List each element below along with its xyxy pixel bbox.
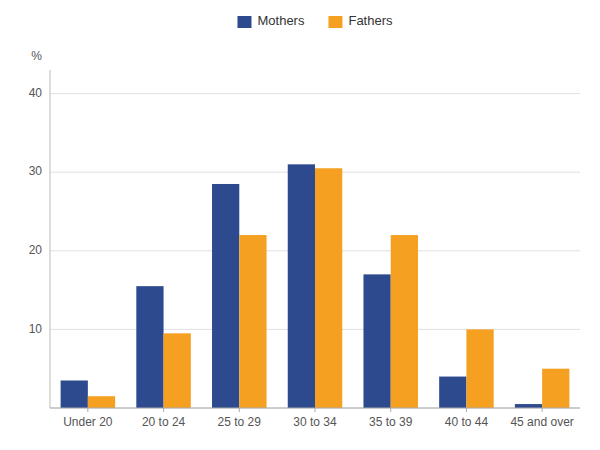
y-axis-line xyxy=(50,70,51,408)
bar xyxy=(315,168,342,408)
bar xyxy=(363,274,390,408)
x-tick-label: Under 20 xyxy=(63,415,113,429)
bar xyxy=(542,369,569,408)
chart-svg: 10 20 30 40% Under 20 20 to 24 25 to 29 30 to 3… xyxy=(0,0,600,450)
chart-container: 10 20 30 40% Under 20 20 to 24 25 to 29 30 to 3… xyxy=(0,0,600,450)
bar xyxy=(164,333,191,408)
bar xyxy=(61,380,88,408)
y-tick-labels: 10 20 30 40 xyxy=(29,86,43,336)
grid-line xyxy=(50,93,580,94)
y-tick-label: 10 xyxy=(29,322,43,336)
x-tick xyxy=(87,408,88,412)
x-tick-label: 40 to 44 xyxy=(445,415,489,429)
grid xyxy=(50,94,580,408)
x-tick-label: 45 and over xyxy=(510,415,573,429)
x-tick xyxy=(466,408,467,412)
x-tick xyxy=(163,408,164,412)
y-tick-label: 40 xyxy=(29,86,43,100)
x-tick xyxy=(390,408,391,412)
x-tick-label: 25 to 29 xyxy=(218,415,262,429)
x-tick xyxy=(315,408,316,412)
legend-item: Mothers xyxy=(237,13,304,28)
x-tick xyxy=(542,408,543,412)
bar-series xyxy=(88,168,570,408)
x-tick-label: 35 to 39 xyxy=(369,415,413,429)
x-ticks: Under 20 20 to 24 25 to 29 30 to 34 35 to 39… xyxy=(63,408,574,429)
x-tick-label: 30 to 34 xyxy=(293,415,337,429)
bars xyxy=(61,164,570,408)
legend-label: Mothers xyxy=(257,13,304,28)
bar xyxy=(466,329,493,408)
x-tick xyxy=(239,408,240,412)
bar xyxy=(391,235,418,408)
bar xyxy=(515,404,542,408)
legend-item: Fathers xyxy=(328,13,393,28)
y-tick-label: 30 xyxy=(29,164,43,178)
legend-swatch xyxy=(328,16,342,28)
bar xyxy=(439,377,466,408)
bar xyxy=(212,184,239,408)
bar xyxy=(88,396,115,408)
legend-label: Fathers xyxy=(348,13,393,28)
bar xyxy=(239,235,266,408)
legend: Mothers Fathers xyxy=(237,13,393,28)
bar-series xyxy=(61,164,543,408)
legend-swatch xyxy=(237,16,251,28)
bar xyxy=(288,164,315,408)
y-tick-label: 20 xyxy=(29,243,43,257)
bar xyxy=(136,286,163,408)
y-axis-label: % xyxy=(31,49,42,63)
x-tick-label: 20 to 24 xyxy=(142,415,186,429)
